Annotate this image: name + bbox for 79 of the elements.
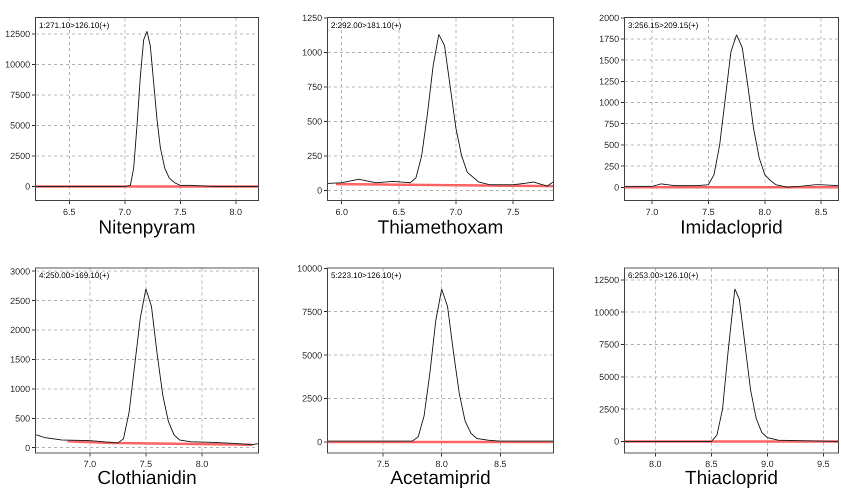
- x-tick-label: 6.0: [335, 206, 348, 217]
- y-tick-label: 10000: [594, 307, 620, 318]
- line-series: [36, 30, 258, 188]
- x-tick-label: 8.5: [494, 459, 507, 470]
- y-tick-label: 7500: [599, 340, 620, 350]
- x-tick-label: 8.0: [435, 459, 448, 470]
- annotation: 1:271.10>126.10(+): [39, 21, 110, 30]
- y-tick-label: 0: [614, 182, 620, 192]
- line-series: [328, 288, 553, 442]
- y-tick-label: 1000: [599, 98, 620, 108]
- annotation: 6:253.00>126.10(+): [628, 271, 699, 280]
- x-tick-label: 7.5: [506, 206, 520, 217]
- y-tick-label: 1500: [599, 55, 620, 66]
- y-tick-label: 750: [604, 118, 620, 129]
- annotation: 2:292.00>181.10(+): [331, 21, 402, 30]
- x-axis-title: Thiamethoxam: [378, 218, 504, 239]
- x-axis-title: Imidacloprid: [680, 218, 783, 239]
- y-tick-label: 250: [604, 161, 620, 172]
- y-tick-label: 0: [25, 182, 30, 192]
- x-tick-label: 7.5: [702, 206, 715, 217]
- x-tick-label: 8.0: [649, 459, 662, 470]
- y-tick-label: 2000: [599, 13, 620, 24]
- annotation: 4:250.00>169.10(+): [39, 271, 110, 280]
- annotation: 3:256.15>209.15(+): [628, 21, 699, 30]
- y-tick-label: 1250: [302, 13, 322, 24]
- y-tick-label: 1500: [10, 354, 30, 365]
- y-tick-label: 5000: [10, 120, 30, 131]
- x-axis-title: Clothianidin: [97, 468, 197, 489]
- y-tick-label: 0: [614, 436, 620, 447]
- y-tick-label: 500: [307, 116, 322, 126]
- x-tick-label: 9.0: [761, 459, 774, 470]
- y-tick-label: 5000: [599, 372, 620, 382]
- y-tick-label: 10000: [297, 263, 322, 274]
- y-tick-label: 5000: [302, 350, 322, 360]
- x-tick-label: 6.5: [63, 206, 76, 217]
- y-tick-label: 0: [25, 442, 30, 453]
- line-series: [36, 288, 258, 446]
- y-tick-label: 2500: [10, 151, 30, 162]
- y-tick-label: 0: [317, 185, 322, 196]
- x-tick-label: 8.5: [814, 206, 828, 217]
- x-tick-label: 7.5: [376, 459, 390, 470]
- y-tick-label: 1000: [10, 384, 30, 394]
- x-tick-label: 8.5: [705, 459, 718, 470]
- y-tick-label: 750: [307, 82, 322, 92]
- x-tick-label: 9.5: [817, 459, 830, 470]
- x-tick-label: 7.0: [84, 459, 96, 470]
- x-axis-title: Thiacloprid: [685, 468, 778, 489]
- x-tick-label: 6.5: [392, 206, 406, 217]
- x-tick-label: 7.5: [174, 206, 187, 217]
- y-tick-label: 2500: [599, 404, 620, 414]
- x-tick-label: 7.0: [646, 206, 658, 217]
- line-series: [328, 34, 553, 187]
- y-tick-label: 7500: [10, 90, 30, 100]
- x-tick-label: 8.0: [758, 206, 772, 217]
- y-tick-label: 12500: [5, 28, 30, 39]
- x-tick-label: 7.0: [450, 206, 462, 217]
- y-tick-label: 1000: [302, 48, 322, 58]
- y-tick-label: 500: [15, 413, 30, 424]
- x-tick-label: 8.0: [230, 206, 242, 217]
- annotation: 5:223.10>126.10(+): [331, 271, 402, 280]
- x-tick-label: 8.0: [196, 459, 208, 470]
- y-tick-label: 2000: [10, 325, 30, 336]
- y-tick-label: 2500: [302, 394, 322, 404]
- y-tick-label: 3000: [10, 266, 30, 276]
- x-axis-title: Acetamiprid: [390, 468, 491, 489]
- y-tick-label: 250: [307, 150, 322, 161]
- line-series: [625, 288, 838, 442]
- x-tick-label: 7.0: [118, 206, 132, 217]
- y-tick-label: 0: [317, 437, 322, 448]
- x-axis-title: Nitenpyram: [98, 218, 196, 239]
- y-tick-label: 1750: [599, 34, 620, 44]
- y-tick-label: 500: [604, 140, 620, 150]
- x-tick-label: 7.5: [140, 459, 152, 470]
- y-tick-label: 7500: [302, 306, 322, 317]
- y-tick-label: 12500: [594, 275, 620, 286]
- y-tick-label: 1250: [599, 76, 620, 87]
- line-series: [625, 34, 838, 188]
- y-tick-label: 10000: [5, 59, 30, 70]
- y-tick-label: 2500: [10, 296, 30, 306]
